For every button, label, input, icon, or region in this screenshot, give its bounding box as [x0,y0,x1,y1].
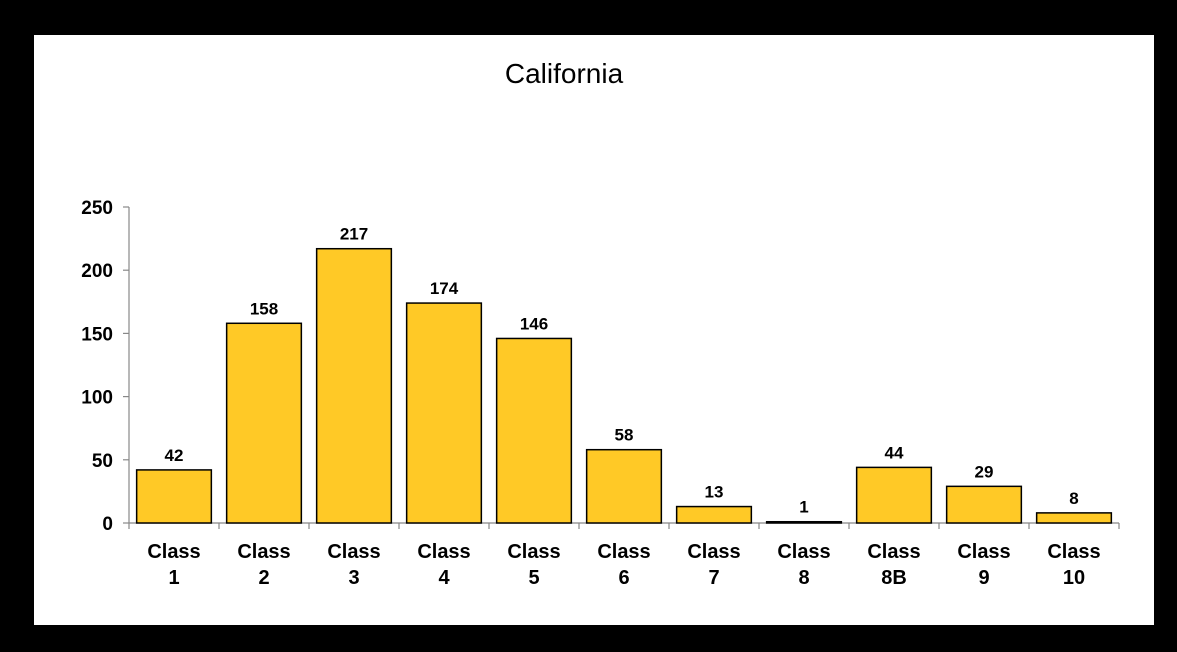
x-tick-label: Class [147,541,200,563]
x-tick-label: Class [237,541,290,563]
x-tick-label: Class [417,541,470,563]
category-labels: Class 1 Class 2 Class 3 Class 4 Class 5 Class 6 Clas… [147,541,1100,589]
data-label: 58 [615,426,634,445]
x-tick-label: 8B [881,567,907,589]
y-tick-label: 100 [81,388,113,409]
x-tick-label: Class [597,541,650,563]
data-label: 44 [885,443,904,462]
x-tick-label: Class [507,541,560,563]
y-tick-label: 150 [81,324,113,345]
x-tick-label: Class [867,541,920,563]
bar [315,247,393,524]
x-tick-label: 7 [708,567,719,589]
x-tick-label: Class [687,541,740,563]
data-label: 42 [165,446,184,465]
x-tick-label: 3 [348,567,359,589]
data-label: 13 [705,483,724,502]
x-tick-label: 2 [258,567,269,589]
data-labels: 42 158 217 174 146 58 13 1 44 29 8 [165,225,1079,517]
bar [1035,512,1113,524]
data-label: 158 [250,299,278,318]
data-label: 8 [1069,489,1078,508]
y-tick-label: 200 [81,261,113,282]
y-tick-label: 50 [92,451,113,472]
x-tick-label: 8 [798,567,809,589]
y-tick-label: 0 [102,514,113,535]
bar [945,485,1023,524]
bar [495,337,573,524]
data-label: 174 [430,279,459,298]
bar [135,469,213,524]
chart-frame: California 0 50 100 150 200 250 42 158 217 174 14… [34,35,1154,625]
bar [675,505,753,524]
x-tick-label: 9 [978,567,989,589]
data-label: 217 [340,225,368,244]
x-tick-label: 6 [618,567,629,589]
x-tick-label: 10 [1063,567,1085,589]
bars [135,247,1113,524]
y-axis: 0 50 100 150 200 250 [81,198,130,535]
bar [585,448,663,524]
x-tick-label: Class [327,541,380,563]
x-axis [128,522,1120,529]
x-tick-label: Class [1047,541,1100,563]
data-label: 29 [975,462,994,481]
bar [225,322,303,524]
bar [855,466,933,524]
x-tick-label: Class [957,541,1010,563]
bar [765,520,843,524]
y-tick-label: 250 [81,198,113,219]
x-tick-label: Class [777,541,830,563]
x-tick-label: 5 [528,567,539,589]
chart-title: California [505,58,624,89]
bar [405,302,483,524]
data-label: 146 [520,314,548,333]
x-tick-label: 1 [168,567,179,589]
x-tick-label: 4 [438,567,450,589]
data-label: 1 [799,498,808,517]
